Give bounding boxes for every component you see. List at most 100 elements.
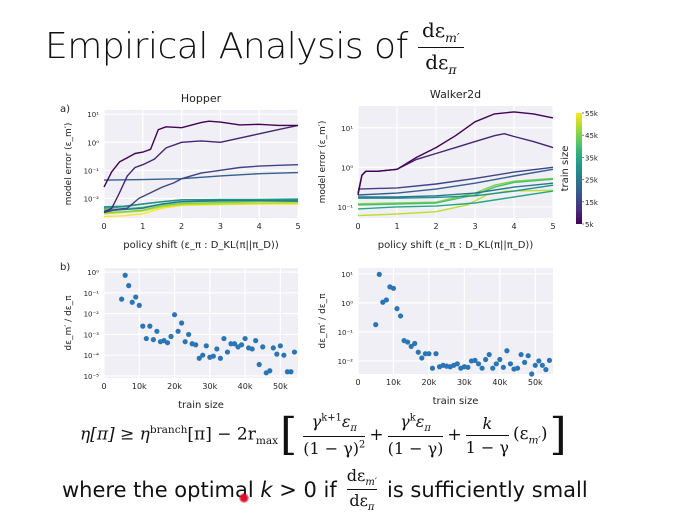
title-fraction: dεm′ dεπ bbox=[418, 18, 464, 77]
conclusion-middle: > 0 if bbox=[272, 477, 337, 502]
scatter-point bbox=[465, 364, 471, 370]
scatter-point bbox=[140, 323, 146, 329]
conclusion-suffix: is sufficiently small bbox=[386, 477, 588, 502]
scatter-point bbox=[419, 355, 425, 361]
scatter-point bbox=[479, 365, 485, 371]
cf-den: dεπ bbox=[349, 491, 374, 513]
colorbar-gradient bbox=[576, 113, 582, 224]
scatter-point bbox=[486, 351, 492, 358]
y-tick-label: 10⁻⁴ bbox=[84, 352, 100, 360]
x-tick-label: 0 bbox=[355, 378, 360, 387]
bound-equation: η[π] ≥ ηbranch[π] − 2rmax [ γk+1επ (1 − … bbox=[80, 412, 569, 458]
t1-den-sup: 2 bbox=[359, 439, 366, 451]
plot-background bbox=[358, 106, 553, 218]
scatter-point bbox=[182, 339, 188, 345]
series-line-35k bbox=[357, 190, 554, 210]
scatter-point bbox=[383, 297, 389, 303]
scatter-point bbox=[267, 368, 273, 374]
series-line-5k bbox=[103, 120, 298, 188]
chart-walker2d-derivative: 0 10k 20k 30k 40k 50k 10¹ 10⁰ 10⁻¹ 10⁻² train size… bbox=[318, 268, 553, 407]
eq-term2: γkεπ (1 − γ) bbox=[387, 412, 444, 458]
y-axis-label: model error (ε_m′) bbox=[64, 123, 74, 206]
x-tick-label: 4 bbox=[511, 222, 516, 231]
num-sub: m′ bbox=[445, 30, 460, 45]
scatter-point bbox=[147, 323, 153, 329]
cf-num-sub: m′ bbox=[365, 477, 377, 489]
fraction-bar bbox=[418, 47, 464, 48]
scatter-point bbox=[412, 340, 418, 347]
scatter-point bbox=[522, 359, 528, 365]
series-line-20k bbox=[357, 168, 554, 196]
scatter-point bbox=[454, 361, 460, 367]
den-sub: π bbox=[448, 62, 457, 77]
y-tick-label: 10¹ bbox=[87, 111, 99, 119]
y-tick-label: 10⁰ bbox=[341, 164, 353, 172]
x-tick-label: 1 bbox=[394, 222, 399, 231]
scatter-point bbox=[536, 358, 542, 364]
x-axis-label: train size bbox=[178, 400, 224, 411]
den-text: dε bbox=[425, 50, 449, 74]
y-tick-label: 10⁻¹ bbox=[84, 290, 100, 298]
x-axis-label: policy shift (ε_π : D_KL(π||π_D)) bbox=[378, 240, 534, 251]
scatter-point bbox=[525, 353, 531, 359]
title-text: Empirical Analysis of bbox=[45, 26, 408, 67]
scatter-point bbox=[397, 313, 404, 319]
scatter-point bbox=[256, 361, 262, 368]
x-tick-label: 0 bbox=[101, 382, 106, 391]
colorbar: 5k 15k 25k 35k 45k 55k train size bbox=[560, 110, 599, 229]
left-bracket: [ bbox=[280, 409, 298, 461]
conclusion-fraction: dεm′ dεπ bbox=[346, 466, 377, 513]
scatter-point bbox=[119, 296, 125, 302]
scatter-point bbox=[196, 355, 202, 361]
scatter-point bbox=[129, 299, 135, 305]
colorbar-tick-label: 35k bbox=[585, 154, 599, 162]
scatter-point bbox=[426, 351, 432, 357]
scatter-point bbox=[274, 351, 280, 357]
scatter-point bbox=[281, 352, 287, 358]
fraction-bar bbox=[303, 436, 366, 438]
scatter-point bbox=[532, 362, 538, 368]
y-tick-label: 10⁰ bbox=[341, 300, 353, 308]
x-tick-label: 3 bbox=[472, 222, 477, 231]
num-text: dε bbox=[422, 18, 446, 42]
scatter-point bbox=[497, 356, 503, 363]
x-axis-label: train size bbox=[433, 396, 479, 407]
scatter-point bbox=[408, 343, 414, 350]
series-line-40k bbox=[357, 178, 554, 206]
series-line-20k bbox=[103, 171, 299, 181]
scatter-point bbox=[175, 328, 181, 334]
x-tick-label: 0 bbox=[101, 222, 106, 231]
x-tick-label: 2 bbox=[179, 222, 184, 231]
y-tick-label: 10⁻² bbox=[84, 311, 100, 319]
right-bracket: ] bbox=[549, 409, 567, 461]
y-tick-label: 10⁻¹ bbox=[84, 167, 100, 175]
cf-num-text: dε bbox=[346, 466, 366, 485]
eq-term1: γk+1επ (1 − γ)2 bbox=[303, 412, 366, 458]
chart-hopper-derivative: 0 10k 20k 30k 40k 50k 10⁰ 10⁻¹ 10⁻² 10⁻³ 10⁻⁴ 10⁻⁵ b… bbox=[60, 262, 298, 411]
x-tick-label: 10k bbox=[386, 378, 401, 387]
scatter-point bbox=[168, 333, 174, 340]
t1-sub: π bbox=[350, 423, 357, 435]
y-axis-label: model error (ε_m′) bbox=[318, 121, 328, 204]
scatter-point bbox=[373, 322, 379, 328]
series-line-50k bbox=[357, 189, 554, 217]
scatter-point bbox=[203, 343, 209, 349]
conclusion-k: k bbox=[260, 477, 273, 502]
scatter-point bbox=[154, 328, 160, 334]
chart-walker2d-model-error: 0 1 2 3 4 5 10¹ 10⁰ 10⁻¹ Walker2d policy shift (ε_… bbox=[318, 88, 556, 251]
scatter-point bbox=[193, 342, 199, 348]
colorbar-tick-label: 5k bbox=[585, 221, 594, 229]
scatter-point bbox=[504, 348, 510, 354]
fraction-bar bbox=[387, 436, 444, 438]
plot-background bbox=[358, 268, 553, 374]
t1-sup: k+1 bbox=[321, 412, 342, 424]
x-tick-label: 20k bbox=[422, 378, 437, 387]
colorbar-tick-label: 25k bbox=[585, 177, 599, 185]
y-tick-label: 10⁰ bbox=[87, 139, 99, 147]
scatter-point bbox=[242, 335, 248, 342]
scatter-point bbox=[270, 345, 276, 351]
t1-gamma: γ bbox=[311, 412, 322, 431]
scatter-point bbox=[217, 355, 223, 361]
scatter-point bbox=[507, 361, 514, 367]
x-tick-label: 5 bbox=[550, 222, 555, 231]
